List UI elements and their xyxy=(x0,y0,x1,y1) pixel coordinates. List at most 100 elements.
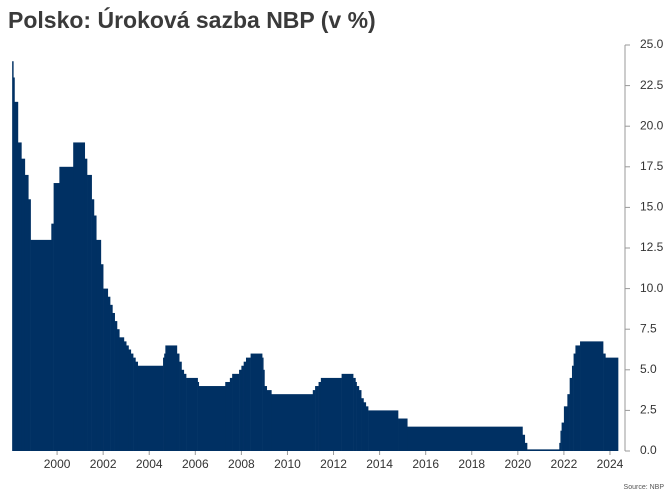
step xyxy=(135,361,139,451)
y-tick-label: 17.5 xyxy=(640,159,664,173)
step xyxy=(603,353,606,451)
step xyxy=(312,390,316,451)
step xyxy=(137,365,164,451)
step xyxy=(96,239,102,451)
x-tick-label: 2004 xyxy=(136,457,163,471)
chart-title: Polsko: Úroková sazba NBP (v %) xyxy=(8,6,376,33)
step xyxy=(84,158,88,451)
step xyxy=(368,410,399,451)
step xyxy=(356,386,360,451)
step xyxy=(241,365,244,451)
step xyxy=(59,166,74,452)
step xyxy=(358,390,362,451)
step xyxy=(243,361,247,451)
step xyxy=(51,223,54,451)
step xyxy=(133,357,136,451)
step xyxy=(107,296,111,451)
step xyxy=(91,199,95,451)
step xyxy=(527,449,560,451)
step xyxy=(186,377,198,451)
step xyxy=(567,394,570,451)
source: Source: NBP xyxy=(624,484,665,491)
step xyxy=(571,365,574,451)
step xyxy=(561,422,565,451)
step xyxy=(13,77,15,451)
step xyxy=(522,434,526,451)
y-tick-label: 15.0 xyxy=(640,200,664,214)
step xyxy=(93,215,97,451)
x-tick-label: 2008 xyxy=(228,457,255,471)
y-tick-label: 5.0 xyxy=(640,362,657,376)
step xyxy=(355,381,357,451)
step xyxy=(130,353,134,451)
step xyxy=(164,353,166,451)
step xyxy=(73,142,86,451)
step xyxy=(363,402,367,451)
step xyxy=(176,353,180,451)
x-tick-label: 2018 xyxy=(458,457,485,471)
step xyxy=(559,442,561,451)
step xyxy=(524,442,528,451)
x-tick-label: 2006 xyxy=(182,457,209,471)
y-tick-label: 7.5 xyxy=(640,321,657,335)
step xyxy=(271,394,314,451)
step xyxy=(110,304,113,451)
step xyxy=(575,345,581,451)
step xyxy=(17,142,22,451)
step xyxy=(365,406,369,451)
step xyxy=(262,357,264,451)
step xyxy=(21,158,26,451)
step xyxy=(12,61,14,452)
step xyxy=(563,406,568,451)
step xyxy=(320,377,342,451)
y-tick-label: 25.0 xyxy=(640,37,664,51)
step xyxy=(163,357,165,451)
y-tick-label: 20.0 xyxy=(640,118,664,132)
step xyxy=(560,430,562,451)
step xyxy=(181,369,185,451)
step xyxy=(580,341,604,451)
step xyxy=(198,386,226,451)
step xyxy=(112,312,115,451)
step xyxy=(225,381,231,451)
y-tick-label: 10.0 xyxy=(640,281,664,295)
step xyxy=(24,174,29,452)
y-tick-label: 2.5 xyxy=(640,403,657,417)
step xyxy=(264,386,268,451)
x-tick-label: 2014 xyxy=(366,457,393,471)
x-tick-label: 2020 xyxy=(504,457,531,471)
x-tick-label: 2010 xyxy=(274,457,301,471)
x-tick-label: 2012 xyxy=(320,457,347,471)
step xyxy=(197,381,200,451)
step xyxy=(569,377,573,451)
step xyxy=(407,426,523,451)
step xyxy=(179,361,182,451)
step xyxy=(250,353,263,451)
step xyxy=(353,377,356,451)
step xyxy=(232,373,240,451)
x-tick-label: 2016 xyxy=(412,457,439,471)
step xyxy=(318,381,322,451)
step xyxy=(229,377,233,451)
x-tick-label: 2002 xyxy=(90,457,117,471)
x-tick-label: 2022 xyxy=(551,457,578,471)
step xyxy=(14,101,19,451)
step xyxy=(398,418,408,451)
step xyxy=(53,183,60,452)
step xyxy=(183,373,187,451)
step xyxy=(126,345,129,451)
x-tick-label: 2000 xyxy=(44,457,71,471)
x-tick-label: 2024 xyxy=(597,457,624,471)
step xyxy=(239,369,242,451)
step xyxy=(605,357,619,451)
step xyxy=(263,369,265,451)
step xyxy=(116,329,120,451)
step xyxy=(114,321,118,451)
step xyxy=(341,373,354,451)
step xyxy=(103,288,109,451)
step xyxy=(165,345,178,451)
step xyxy=(573,353,576,451)
step xyxy=(128,349,132,451)
step xyxy=(87,174,92,452)
